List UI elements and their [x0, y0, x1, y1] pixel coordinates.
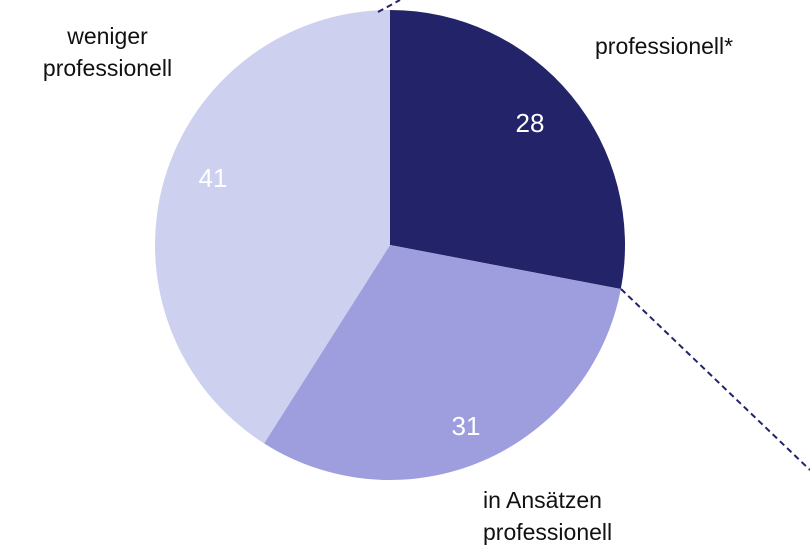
- connector-line: [620, 288, 810, 471]
- value-label: 31: [452, 411, 481, 441]
- pie-slice: [390, 10, 626, 290]
- pie-slice: [264, 245, 621, 480]
- connector-line: [377, 0, 401, 13]
- slice-label: weniger professionell: [42, 23, 173, 81]
- slice-label: professionell*: [595, 33, 734, 59]
- slice-label: in Ansätzen professionell: [483, 487, 613, 545]
- value-label: 28: [516, 108, 545, 138]
- slices: [155, 10, 626, 480]
- value-label: 41: [199, 163, 228, 193]
- pie-slice: [155, 10, 390, 444]
